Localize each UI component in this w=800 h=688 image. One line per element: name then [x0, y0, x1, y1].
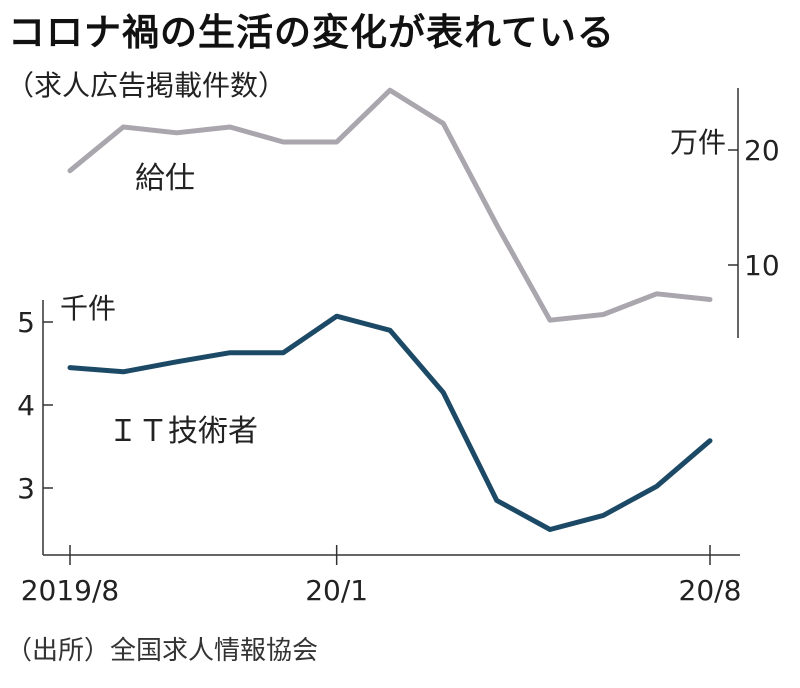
series-line-waiter: [67, 87, 713, 323]
series-label-waiter: 給仕: [135, 161, 195, 196]
chart-title: コロナ禍の生活の変化が表れている: [8, 11, 615, 54]
right-axis-unit: 万件: [670, 126, 726, 159]
left-axis-unit: 千件: [60, 292, 116, 325]
axes: 3 4 5 千件 10 20 万件 2019/8 20/1 20/8: [17, 88, 780, 607]
right-axis-tick-label: 20: [744, 134, 780, 167]
series-line-it-engineer: [67, 313, 713, 532]
series-labels: 給仕 ＩＴ技術者: [108, 161, 258, 449]
chart-subtitle: （求人広告掲載件数）: [6, 69, 287, 102]
series-lines: [67, 87, 713, 532]
x-axis-tick-label: 2019/8: [21, 574, 120, 607]
series-label-it-engineer: ＩＴ技術者: [108, 414, 258, 449]
x-axis-tick-label: 20/8: [679, 574, 742, 607]
left-axis-tick-label: 3: [17, 472, 35, 505]
left-axis-tick-label: 5: [17, 306, 35, 339]
right-axis-tick-label: 10: [744, 249, 780, 282]
source-note: （出所）全国求人情報協会: [6, 636, 319, 666]
x-axis-tick-label: 20/1: [305, 574, 368, 607]
left-axis-tick-label: 4: [17, 389, 35, 422]
